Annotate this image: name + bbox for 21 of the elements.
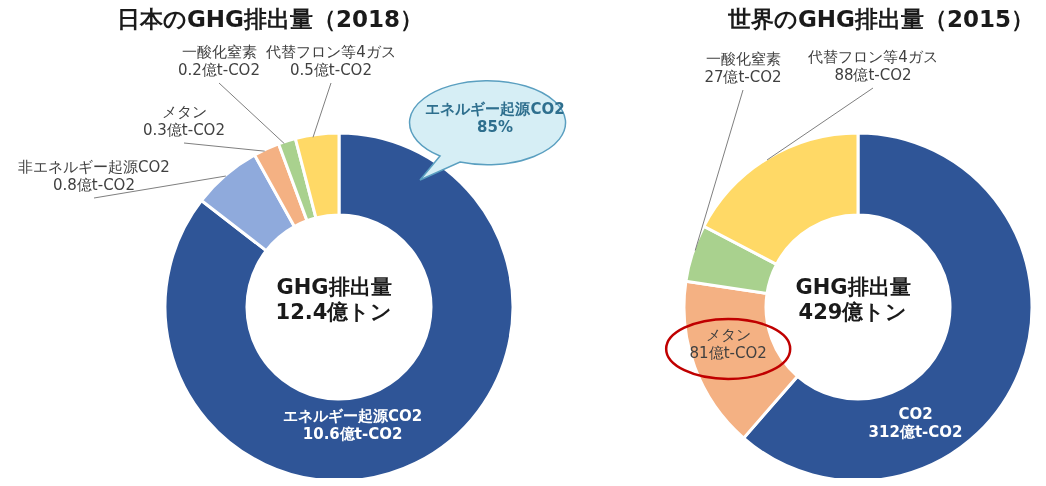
text: GHG排出量 429億トン — [795, 275, 911, 325]
slice-label: メタン — [161, 103, 207, 121]
chart-title: 日本のGHG排出量（2018） — [116, 5, 424, 34]
slice-label: 一酸化窒素 — [705, 50, 781, 68]
chart-title: 世界のGHG排出量（2015） — [727, 5, 1035, 34]
data-label: 10.6億t-CO2 — [302, 425, 403, 444]
slice-label: メタン — [705, 325, 751, 344]
data-label: 27億t-CO2 — [704, 68, 782, 86]
slice-label: 一酸化窒素 — [181, 43, 257, 61]
slice-label: CO2 — [898, 404, 933, 423]
slice-label: 代替フロン等4ガス — [807, 48, 938, 66]
data-label: 0.2億t-CO2 — [178, 61, 260, 79]
data-label: 0.8億t-CO2 — [53, 176, 135, 194]
slice-label: エネルギー起源CO2 — [282, 407, 423, 426]
slice-label: 代替フロン等4ガス — [265, 43, 396, 61]
data-label: 312億t-CO2 — [868, 422, 963, 441]
slice-label: 非エネルギー起源CO2 — [18, 158, 170, 176]
data-label: 0.3億t-CO2 — [143, 121, 225, 139]
data-label: 0.5億t-CO2 — [290, 61, 372, 79]
text: GHG排出量 12.4億トン — [275, 275, 393, 325]
data-label: 88億t-CO2 — [834, 66, 912, 84]
